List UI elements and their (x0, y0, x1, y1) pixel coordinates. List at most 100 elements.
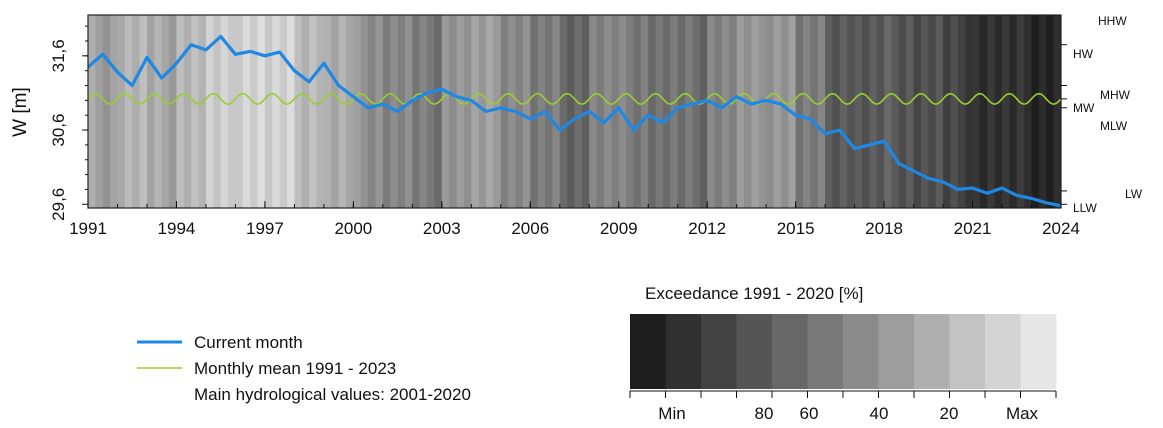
exceedance-band-2018 (884, 15, 893, 208)
legend-label-current: Current month (194, 333, 303, 352)
x-tick-label: 2024 (1042, 219, 1080, 238)
exceedance-band-2008 (603, 15, 612, 208)
exceedance-band-2020 (943, 15, 952, 208)
colorbar-step (772, 314, 808, 389)
exceedance-band-1996 (250, 15, 259, 208)
exceedance-band-1997 (279, 15, 288, 208)
exceedance-band-2008 (596, 15, 605, 208)
exceedance-band-2013 (744, 15, 753, 208)
reference-levels: HHW HW MHW MW MLW LW LLW (1061, 14, 1143, 215)
exceedance-band-2003 (441, 15, 450, 208)
current-month-line (88, 34, 1061, 208)
exceedance-band-2023 (1053, 15, 1061, 208)
exceedance-band-2023 (1038, 15, 1047, 208)
exceedance-band-2004 (478, 15, 487, 208)
exceedance-band-2005 (500, 15, 509, 208)
exceedance-band-2019 (920, 15, 929, 208)
exceedance-band-2002 (434, 15, 443, 208)
exceedance-band-2013 (758, 15, 767, 208)
colorbar-step (949, 314, 986, 389)
ref-label-mlw: MLW (1100, 119, 1128, 133)
exceedance-band-2018 (898, 15, 907, 208)
legend-label-main-values: Main hydrological values: 2001-2020 (194, 385, 471, 404)
exceedance-band-2016 (847, 15, 856, 208)
exceedance-band-2003 (449, 15, 458, 208)
colorbar-label: 80 (755, 404, 774, 423)
exceedance-band-2019 (913, 15, 922, 208)
exceedance-band-2015 (817, 15, 826, 208)
exceedance-band-1999 (331, 15, 340, 208)
current-month-series (88, 34, 1061, 208)
exceedance-band-2007 (567, 15, 576, 208)
exceedance-band-2007 (574, 15, 583, 208)
exceedance-band-2004 (493, 15, 502, 208)
exceedance-band-1993 (169, 15, 178, 208)
colorbar-step (701, 314, 737, 389)
exceedance-band-2000 (353, 15, 362, 208)
exceedance-band-1992 (132, 15, 141, 208)
exceedance-band-2020 (965, 15, 974, 208)
exceedance-band-1991 (95, 15, 104, 208)
exceedance-band-2002 (427, 15, 436, 208)
exceedance-band-1994 (183, 15, 192, 208)
exceedance-band-2015 (803, 15, 811, 208)
exceedance-band-2003 (456, 15, 465, 208)
colorbar-label: Max (1006, 404, 1039, 423)
colorbar-labels: Min 80 60 40 20 Max (658, 404, 1038, 423)
mean-line (88, 92, 1061, 105)
exceedance-band-1992 (117, 15, 126, 208)
exceedance-band-2017 (876, 15, 885, 208)
y-tick-label: 31,6 (49, 39, 68, 72)
exceedance-band-2011 (699, 15, 708, 208)
exceedance-band-2004 (471, 15, 480, 208)
exceedance-band-2001 (397, 15, 406, 208)
exceedance-band-2014 (766, 15, 775, 208)
exceedance-band-2010 (648, 15, 657, 208)
exceedance-band-1991 (110, 15, 119, 208)
exceedance-band-2013 (751, 15, 760, 208)
exceedance-band-1995 (228, 15, 237, 208)
exceedance-band-1994 (191, 15, 200, 208)
exceedance-band-1996 (257, 15, 266, 208)
colorbar-step (914, 314, 950, 389)
exceedance-band-2022 (1016, 15, 1025, 208)
x-tick-label: 2012 (688, 219, 726, 238)
colorbar (629, 314, 1057, 398)
x-tick-label: 1994 (158, 219, 196, 238)
exceedance-band-2022 (1002, 15, 1011, 208)
exceedance-band-1999 (338, 15, 347, 208)
exceedance-band-1999 (345, 15, 354, 208)
x-tick-label: 2021 (954, 219, 992, 238)
exceedance-band-1991 (102, 15, 111, 208)
exceedance-band-2018 (891, 15, 900, 208)
x-tick-label: 2009 (600, 219, 638, 238)
y-tick-label: 29,6 (49, 188, 68, 221)
exceedance-band-2016 (825, 15, 834, 208)
exceedance-band-2011 (692, 15, 701, 208)
exceedance-band-1992 (139, 15, 148, 208)
exceedance-band-1999 (323, 15, 332, 208)
exceedance-background (88, 15, 1061, 208)
colorbar-label: 40 (870, 404, 889, 423)
exceedance-band-2009 (640, 15, 649, 208)
exceedance-band-2011 (685, 15, 694, 208)
ref-label-mhw: MHW (1100, 88, 1131, 102)
exceedance-band-2001 (382, 15, 391, 208)
exceedance-band-2005 (522, 15, 531, 208)
x-tick-label: 2003 (423, 219, 461, 238)
x-tick-label: 1991 (69, 219, 107, 238)
ref-label-llw: LLW (1073, 201, 1097, 215)
exceedance-band-1991 (88, 15, 96, 208)
exceedance-band-2020 (950, 15, 959, 208)
exceedance-band-2000 (368, 15, 377, 208)
exceedance-band-2017 (854, 15, 863, 208)
x-tick-label: 2015 (777, 219, 815, 238)
exceedance-band-2021 (972, 15, 981, 208)
exceedance-band-2014 (773, 15, 782, 208)
exceedance-band-2000 (360, 15, 369, 208)
x-tick-label: 2006 (511, 219, 549, 238)
colorbar-label: Min (658, 404, 685, 423)
colorbar-step (630, 314, 666, 389)
exceedance-band-2012 (714, 15, 723, 208)
